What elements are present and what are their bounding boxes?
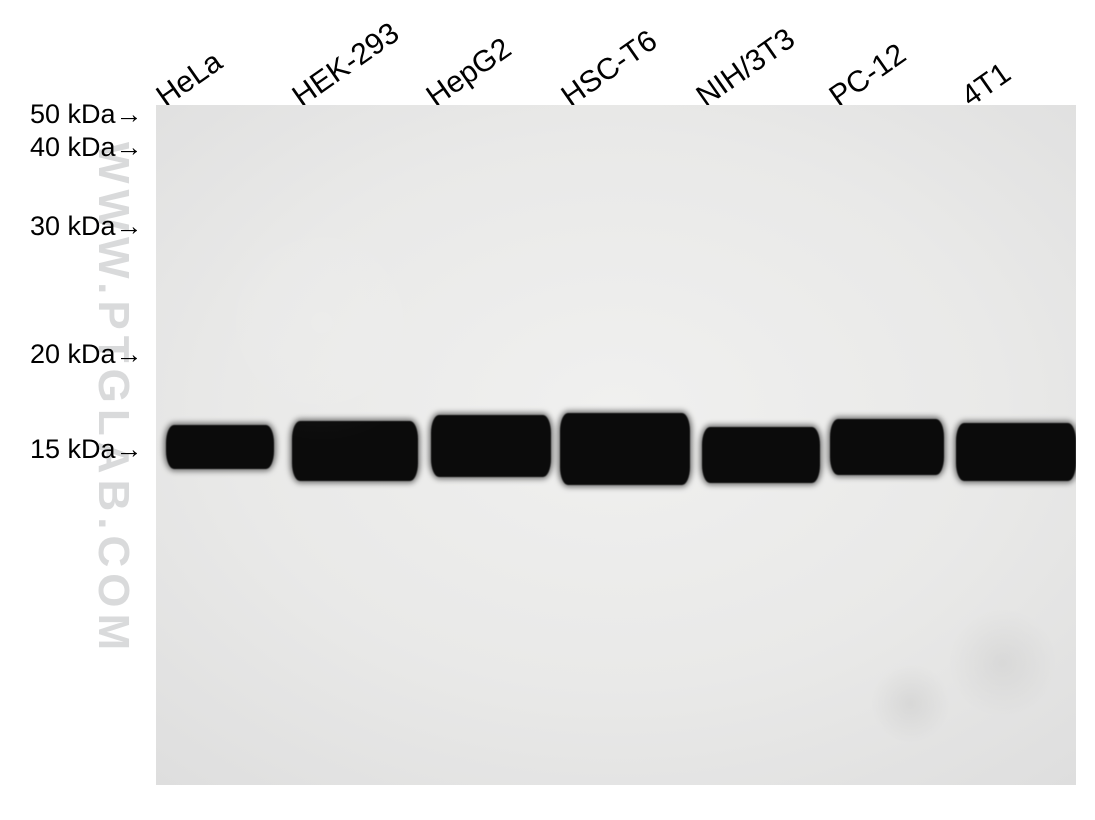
lane-label-pc12: PC-12 bbox=[823, 37, 912, 114]
band-pc12 bbox=[830, 419, 944, 475]
mw-marker-30: 30 kDa→ bbox=[30, 211, 143, 242]
band-nih3t3 bbox=[702, 427, 820, 483]
mw-marker-15: 15 kDa→ bbox=[30, 434, 143, 465]
mw-marker-40: 40 kDa→ bbox=[30, 132, 143, 163]
lane-label-nih3t3: NIH/3T3 bbox=[690, 22, 801, 114]
western-blot-figure: WWW.PTGLAB.COM 50 kDa→ 40 kDa→ 30 kDa→ 2… bbox=[0, 0, 1095, 820]
mw-marker-50: 50 kDa→ bbox=[30, 99, 143, 130]
lane-label-hela: HeLa bbox=[150, 45, 228, 114]
lane-label-hsct6: HSC-T6 bbox=[555, 24, 663, 114]
band-4t1 bbox=[956, 423, 1076, 481]
band-hek293 bbox=[292, 421, 418, 481]
band-hsct6 bbox=[560, 413, 690, 485]
lane-label-hepg2: HepG2 bbox=[420, 32, 517, 114]
mw-marker-20: 20 kDa→ bbox=[30, 339, 143, 370]
lane-label-hek293: HEK-293 bbox=[286, 16, 405, 114]
blot-membrane bbox=[156, 105, 1076, 785]
band-hela bbox=[166, 425, 274, 469]
band-hepg2 bbox=[431, 415, 551, 477]
